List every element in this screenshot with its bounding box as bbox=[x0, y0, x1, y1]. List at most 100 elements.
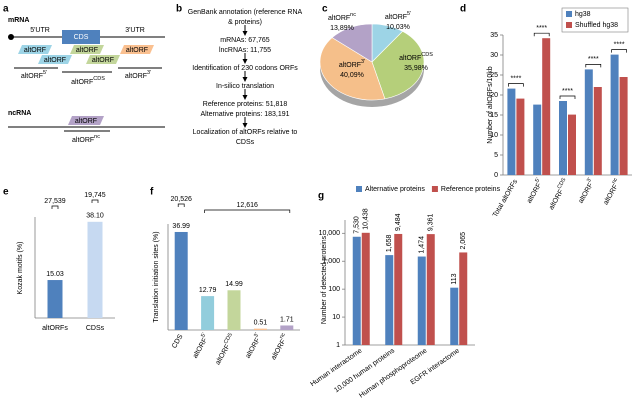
legend-swatch bbox=[356, 186, 362, 192]
label-base: altORF bbox=[385, 14, 407, 21]
label-sup: 5' bbox=[43, 70, 47, 76]
annotation: **** bbox=[614, 41, 625, 48]
bar bbox=[568, 114, 576, 175]
label-sup: 5' bbox=[535, 177, 542, 184]
panel-label: g bbox=[318, 191, 324, 202]
label-base: altORF bbox=[192, 337, 209, 360]
value-label: 12.79 bbox=[199, 287, 217, 294]
bar bbox=[227, 290, 241, 330]
label-base: altORF bbox=[214, 343, 231, 366]
panel-label: f bbox=[150, 187, 154, 198]
bar bbox=[459, 252, 468, 345]
bar bbox=[201, 296, 215, 330]
label-base: altORF bbox=[339, 62, 361, 69]
y-tick-label: 15 bbox=[490, 112, 498, 119]
label-sup: 5' bbox=[201, 332, 208, 339]
bar bbox=[417, 256, 426, 345]
value-label: 10,438 bbox=[363, 208, 370, 230]
bar bbox=[533, 104, 542, 175]
legend-swatch bbox=[431, 186, 438, 192]
x-tick-label: Total altORFs bbox=[492, 178, 520, 219]
bar bbox=[47, 280, 63, 318]
y-axis-label: Number of detected proteins bbox=[321, 235, 328, 324]
bar bbox=[507, 88, 516, 175]
label-sup: 3' bbox=[586, 177, 593, 184]
label-sup: nc bbox=[611, 177, 619, 185]
label-sup: CDS bbox=[223, 332, 234, 345]
value-label: 1.71 bbox=[280, 316, 294, 323]
orf-box bbox=[120, 45, 154, 54]
x-tick-label: altORFCDS bbox=[546, 177, 571, 211]
bar bbox=[385, 255, 394, 345]
orf-box-label: altORF bbox=[24, 47, 46, 54]
label-base: altORF bbox=[399, 55, 421, 62]
annotation: **** bbox=[536, 25, 547, 32]
legend-label: hg38 bbox=[575, 11, 591, 18]
utr-label: 3'UTR bbox=[125, 27, 145, 34]
label-base: altORF bbox=[125, 73, 147, 80]
label-base: altORF bbox=[72, 137, 94, 144]
y-tick-label: 25 bbox=[490, 72, 498, 79]
bar bbox=[559, 101, 567, 175]
label-base: altORF bbox=[21, 73, 43, 80]
label-sup: CDS bbox=[421, 52, 433, 58]
x-tick-label: altORF5' bbox=[190, 332, 211, 359]
bracket bbox=[611, 49, 627, 53]
bracket bbox=[508, 83, 524, 87]
panel-label: b bbox=[176, 4, 182, 15]
bracket bbox=[533, 32, 550, 37]
x-tick-label: altORFnc bbox=[600, 177, 622, 206]
bar bbox=[426, 234, 435, 345]
annotation: 20,526 bbox=[170, 196, 192, 203]
orf-box bbox=[86, 55, 120, 64]
value-label: 9,361 bbox=[428, 213, 435, 231]
flow-step: lncRNAs: 11,755 bbox=[219, 47, 271, 54]
orf-box bbox=[38, 55, 72, 64]
flow-step: Reference proteins: 51,818 bbox=[203, 101, 288, 108]
legend-swatch bbox=[566, 11, 572, 17]
label-base: altORF bbox=[245, 337, 262, 360]
panel-a: mRNA 5'UTR CDS 3'UTR altORF altORF altOR… bbox=[8, 17, 165, 144]
flow-step: In-silico translation bbox=[216, 83, 274, 90]
y-tick-label: 1 bbox=[336, 342, 340, 349]
label-sup: nc bbox=[350, 12, 356, 18]
y-axis-label: Translation initiation sites (%) bbox=[153, 231, 160, 322]
flow-step: GenBank annotation (reference RNA bbox=[188, 9, 303, 16]
bar bbox=[542, 38, 551, 176]
pie-value-label: 13,89% bbox=[330, 25, 354, 32]
label-base: altORF bbox=[71, 79, 93, 86]
orf-box-label: altORF bbox=[75, 118, 97, 125]
label-base: altORF bbox=[270, 338, 287, 361]
bar bbox=[174, 231, 188, 330]
bracket bbox=[204, 209, 291, 213]
bar bbox=[584, 69, 593, 175]
orf-box bbox=[18, 45, 52, 54]
y-tick-label: 5 bbox=[494, 152, 498, 159]
bar bbox=[593, 87, 602, 175]
annotation: 12,616 bbox=[236, 202, 258, 209]
bar bbox=[516, 98, 525, 175]
y-tick-label: 20 bbox=[490, 92, 498, 99]
label-sup: 5' bbox=[407, 11, 411, 17]
flow-step: & proteins) bbox=[228, 19, 262, 26]
label-base: altORF bbox=[548, 188, 565, 211]
label-sup: CDS bbox=[557, 177, 568, 190]
value-label: 113 bbox=[451, 273, 458, 284]
pie-slice bbox=[371, 30, 425, 100]
annotation: 27,539 bbox=[44, 198, 66, 205]
value-label: 9,484 bbox=[395, 213, 402, 231]
region-label: altORFCDS bbox=[71, 76, 105, 85]
value-label: 1,474 bbox=[419, 236, 426, 254]
pie-slice bbox=[331, 23, 373, 63]
legend-box bbox=[561, 7, 629, 33]
annotation: **** bbox=[588, 56, 599, 63]
orf-box-label: altORF bbox=[44, 57, 66, 64]
bar bbox=[361, 232, 370, 345]
panel-label: e bbox=[3, 187, 9, 198]
pie-label: altORF5' bbox=[385, 11, 411, 20]
x-tick-label: 10,000 human proteins bbox=[333, 347, 396, 394]
label-sup: CDS bbox=[93, 76, 105, 82]
mrna-label: mRNA bbox=[8, 17, 29, 24]
y-tick-label: 0 bbox=[494, 172, 498, 179]
